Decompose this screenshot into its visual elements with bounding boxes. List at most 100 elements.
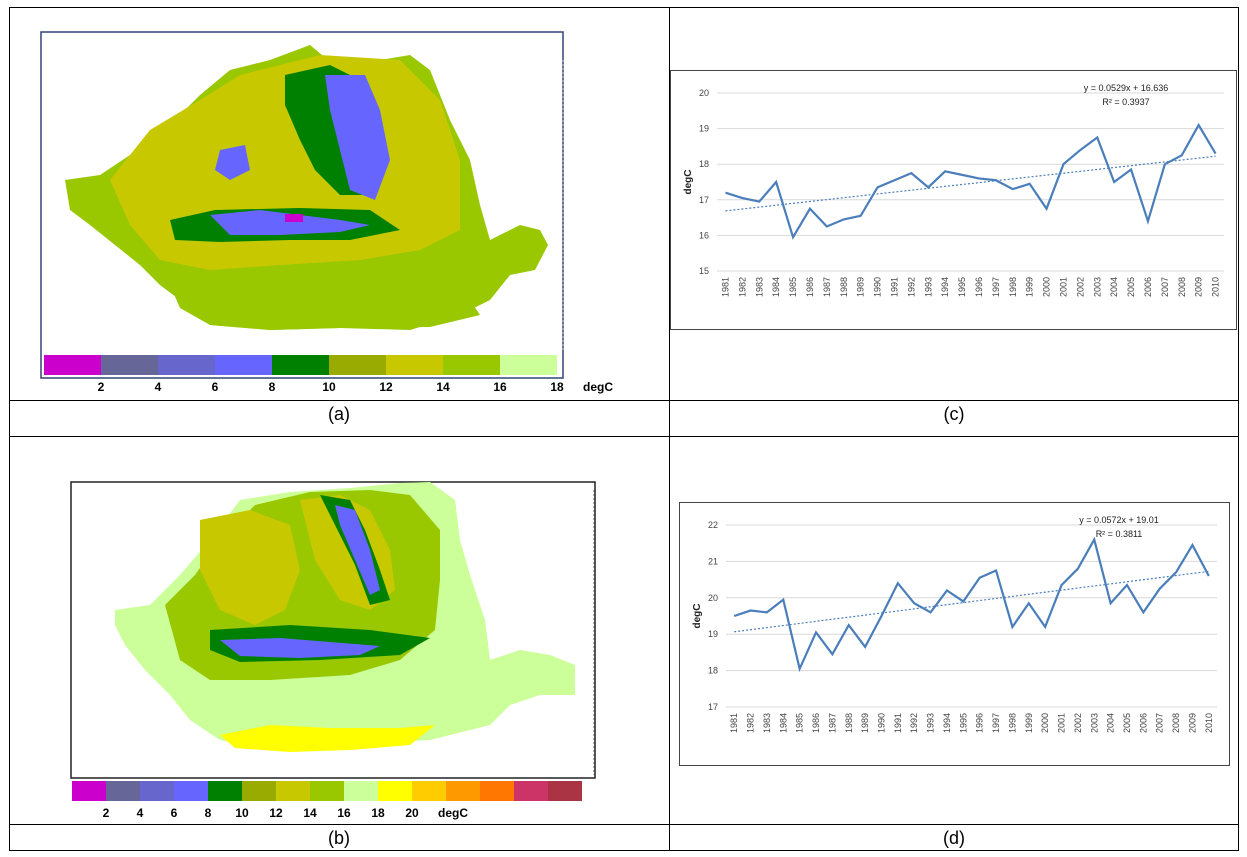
legend-tick-label: 16	[493, 380, 507, 394]
y-tick-label: 20	[699, 88, 709, 98]
legend-b: 2 4 6 8 10 12 14 16 18 20 degC	[72, 781, 582, 820]
legend-tick-label: 8	[269, 380, 276, 394]
x-tick-label: 2004	[1109, 277, 1119, 297]
x-tick-label: 1989	[856, 277, 866, 297]
x-tick-label: 1981	[729, 713, 739, 733]
legend-swatch	[344, 781, 378, 801]
legend-swatch	[548, 781, 582, 801]
legend-swatch	[242, 781, 276, 801]
legend-unit-label: degC	[583, 380, 613, 394]
caption-b: (b)	[328, 828, 350, 848]
x-tick-label: 1985	[795, 713, 805, 733]
row-divider-bottom	[10, 824, 1238, 825]
y-tick-label: 22	[708, 520, 718, 530]
y-tick-label: 19	[699, 124, 709, 134]
chart-c-frame: 15 16 17 18 19 20 1981 1982 1983 1984 1985 1986 1987…	[670, 70, 1237, 330]
x-tick-label: 2007	[1155, 713, 1165, 733]
trend-equation: y = 0.0572x + 19.01	[1079, 515, 1159, 525]
legend-swatch	[72, 781, 106, 801]
y-tick-label: 19	[708, 629, 718, 639]
x-tick-label: 2006	[1138, 713, 1148, 733]
legend-swatch	[446, 781, 480, 801]
x-tick-label: 1996	[974, 277, 984, 297]
x-tick-label: 1984	[778, 713, 788, 733]
legend-swatch	[329, 355, 386, 375]
legend-tick-label: 2	[98, 380, 105, 394]
x-tick-label: 1988	[839, 277, 849, 297]
legend-tick-label: 6	[171, 806, 178, 820]
x-tick-label: 1983	[762, 713, 772, 733]
vertical-divider	[669, 8, 670, 850]
y-tick-label: 21	[708, 556, 718, 566]
legend-swatch	[158, 355, 215, 375]
y-axis-label: degC	[692, 604, 703, 629]
legend-swatch	[386, 355, 443, 375]
legend-swatch	[101, 355, 158, 375]
x-tick-label: 1994	[940, 277, 950, 297]
x-tick-label: 2003	[1092, 277, 1102, 297]
x-tick-label: 2000	[1042, 277, 1052, 297]
legend-swatch	[500, 355, 557, 375]
x-tick-label: 2002	[1075, 277, 1085, 297]
x-tick-label: 1991	[889, 277, 899, 297]
x-tick-label: 2008	[1177, 277, 1187, 297]
series-line	[733, 536, 1210, 673]
legend-swatch	[208, 781, 242, 801]
legend-swatch	[215, 355, 272, 375]
x-tick-label: 1997	[991, 713, 1001, 733]
r-squared-label: R² = 0.3811	[1096, 529, 1143, 539]
legend-tick-label: 2	[103, 806, 110, 820]
x-tick-label: 1998	[1007, 713, 1017, 733]
x-tick-label: 2008	[1171, 713, 1181, 733]
series-line	[725, 122, 1217, 240]
legend-swatch	[276, 781, 310, 801]
legend-tick-label: 18	[550, 380, 564, 394]
x-tick-label: 2001	[1058, 277, 1068, 297]
r-squared-label: R² = 0.3937	[1102, 97, 1149, 107]
x-tick-label: 2000	[1040, 713, 1050, 733]
legend-tick-label: 12	[269, 806, 283, 820]
line-chart-c: 15 16 17 18 19 20 1981 1982 1983 1984 1985 1986 1987…	[683, 83, 1224, 297]
legend-swatch	[174, 781, 208, 801]
legend-swatch	[140, 781, 174, 801]
legend-tick-label: 14	[436, 380, 450, 394]
x-tick-label: 1990	[873, 277, 883, 297]
row-divider-middle	[10, 436, 1238, 437]
y-tick-label: 17	[699, 195, 709, 205]
x-tick-label: 1986	[805, 277, 815, 297]
legend-swatch	[514, 781, 548, 801]
legend-tick-label: 6	[212, 380, 219, 394]
x-tick-label: 1997	[991, 277, 1001, 297]
y-tick-label: 17	[708, 702, 718, 712]
legend-tick-label: 4	[137, 806, 144, 820]
y-tick-label: 20	[708, 593, 718, 603]
legend-unit-label: degC	[438, 806, 468, 820]
legend-swatch	[272, 355, 329, 375]
legend-tick-label: 18	[371, 806, 385, 820]
x-tick-label: 1993	[926, 713, 936, 733]
x-tick-label: 1991	[893, 713, 903, 733]
x-tick-label: 1982	[737, 277, 747, 297]
x-tick-label: 1998	[1008, 277, 1018, 297]
x-tick-label: 2004	[1106, 713, 1116, 733]
caption-a: (a)	[328, 404, 350, 424]
figure-grid	[9, 7, 1239, 851]
legend-swatch	[378, 781, 412, 801]
row-divider-top	[10, 400, 1238, 401]
legend-swatch	[106, 781, 140, 801]
x-tick-label: 2005	[1126, 277, 1136, 297]
legend-tick-label: 20	[405, 806, 419, 820]
caption-c: (c)	[943, 404, 965, 424]
legend-swatch	[412, 781, 446, 801]
x-tick-label: 1987	[827, 713, 837, 733]
x-tick-label: 2003	[1089, 713, 1099, 733]
x-tick-label: 2001	[1057, 713, 1067, 733]
x-tick-label: 1984	[771, 277, 781, 297]
x-tick-label: 1999	[1025, 277, 1035, 297]
legend-tick-label: 14	[303, 806, 317, 820]
y-tick-label: 18	[699, 159, 709, 169]
chart-d-frame: 17 18 19 20 21 22 1981 1982 1983 1984 1985 1986 1987…	[679, 502, 1230, 766]
legend-tick-label: 10	[235, 806, 249, 820]
x-tick-label: 1990	[876, 713, 886, 733]
y-axis-label: degC	[683, 170, 694, 195]
